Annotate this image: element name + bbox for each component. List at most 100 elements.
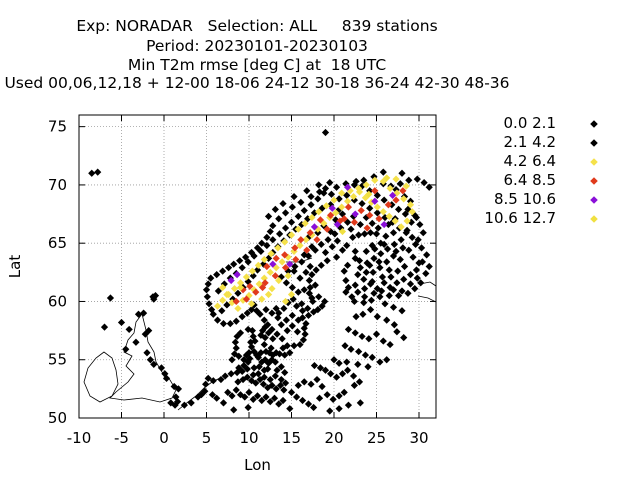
data-point-series-1	[240, 356, 248, 364]
data-point-series-1	[355, 378, 364, 386]
chart-title-line-2: Period: 20230101-20230103	[146, 37, 368, 55]
data-point-series-0	[293, 302, 301, 310]
data-point-series-2	[230, 285, 239, 293]
data-point-series-4	[344, 183, 352, 191]
data-point-series-1	[347, 345, 355, 353]
data-point-series-0	[343, 241, 351, 250]
data-point-series-4	[286, 260, 294, 268]
data-point-series-0	[269, 222, 277, 230]
data-point-series-0	[318, 302, 326, 310]
data-point-series-0	[418, 258, 426, 266]
data-point-series-0	[380, 279, 388, 287]
data-point-series-2	[247, 300, 256, 308]
data-point-series-0	[354, 271, 362, 279]
chart-title-line-1: Exp: NORADAR Selection: ALL 839 stations	[76, 17, 438, 35]
data-point-series-0	[281, 351, 289, 359]
data-point-series-0	[257, 349, 265, 357]
data-point-series-2	[287, 231, 296, 239]
data-point-series-0	[218, 307, 226, 315]
data-point-series-0	[141, 330, 149, 338]
legend-label-2: 4.2 6.4	[503, 152, 556, 170]
data-point-series-0	[227, 370, 235, 378]
data-point-series-0	[407, 218, 415, 226]
data-point-series-0	[304, 215, 312, 223]
data-point-series-1	[335, 359, 343, 367]
data-point-series-0	[238, 264, 246, 272]
data-points	[88, 128, 433, 415]
data-point-series-0	[197, 391, 205, 399]
data-point-series-1	[323, 391, 331, 399]
data-point-series-1	[270, 394, 279, 402]
data-point-series-1	[307, 380, 315, 388]
data-point-series-1	[249, 395, 257, 403]
data-point-series-0	[269, 335, 277, 343]
data-point-series-0	[244, 325, 252, 334]
data-point-series-0	[276, 230, 284, 238]
data-point-series-0	[348, 293, 356, 301]
data-point-series-0	[223, 301, 231, 309]
data-point-series-2	[362, 181, 370, 189]
data-point-series-0	[315, 188, 324, 196]
data-point-series-1	[352, 313, 360, 321]
plot-frame	[78, 114, 437, 419]
data-point-series-2	[219, 283, 227, 292]
data-point-series-0	[420, 178, 428, 187]
data-point-series-1	[256, 375, 264, 384]
data-point-series-1	[262, 306, 270, 314]
data-point-series-1	[356, 220, 364, 229]
data-point-series-1	[208, 391, 217, 399]
data-point-series-0	[305, 289, 313, 297]
data-point-series-0	[219, 320, 228, 328]
data-point-series-0	[280, 304, 288, 313]
data-point-series-0	[314, 306, 322, 314]
data-point-series-0	[327, 201, 335, 209]
data-point-series-1	[224, 388, 232, 396]
data-point-series-3	[281, 264, 290, 272]
data-point-series-3	[313, 236, 321, 244]
data-point-series-0	[272, 304, 280, 313]
data-point-series-2	[258, 295, 266, 303]
data-point-series-0	[376, 264, 384, 272]
data-point-series-0	[226, 320, 234, 328]
data-point-series-0	[204, 280, 212, 288]
data-point-series-3	[371, 187, 379, 195]
data-point-series-0	[395, 292, 403, 300]
data-point-series-0	[373, 209, 381, 217]
data-point-series-1	[273, 330, 281, 338]
data-point-series-3	[246, 282, 254, 290]
data-point-series-1	[293, 328, 302, 336]
data-point-series-1	[290, 267, 298, 275]
data-point-series-0	[389, 218, 397, 226]
axes: -10 -5 0 5 10 15 20 25 30 50 55 60 65 70 75 Lon Lat	[6, 114, 437, 474]
data-point-series-1	[398, 287, 406, 295]
data-point-series-0	[264, 212, 273, 220]
data-point-series-0	[88, 169, 96, 177]
data-point-series-1	[384, 220, 392, 229]
data-point-series-0	[307, 192, 315, 201]
data-point-series-0	[412, 266, 421, 274]
data-point-series-0	[392, 185, 400, 194]
data-point-series-1	[302, 268, 310, 276]
data-point-series-2	[403, 217, 411, 225]
data-point-series-0	[351, 281, 359, 289]
data-point-series-2	[330, 196, 338, 204]
data-point-series-0	[335, 195, 343, 203]
data-point-series-1	[406, 280, 415, 288]
data-point-series-0	[229, 295, 237, 303]
data-point-series-2	[332, 209, 340, 217]
data-point-series-0	[376, 293, 384, 301]
x-tick-label: 15	[282, 429, 301, 447]
data-point-series-2	[385, 212, 393, 220]
data-point-series-1	[364, 363, 372, 371]
data-point-series-2	[301, 219, 309, 227]
x-tick-label: 25	[367, 429, 386, 447]
data-point-series-0	[396, 180, 404, 188]
data-point-series-0	[362, 247, 370, 255]
data-point-series-0	[300, 206, 308, 215]
data-point-series-1	[389, 229, 398, 237]
data-point-series-3	[252, 288, 260, 296]
legend-marker-0	[590, 120, 598, 128]
data-point-series-4	[371, 197, 379, 205]
data-point-series-1	[362, 213, 370, 222]
